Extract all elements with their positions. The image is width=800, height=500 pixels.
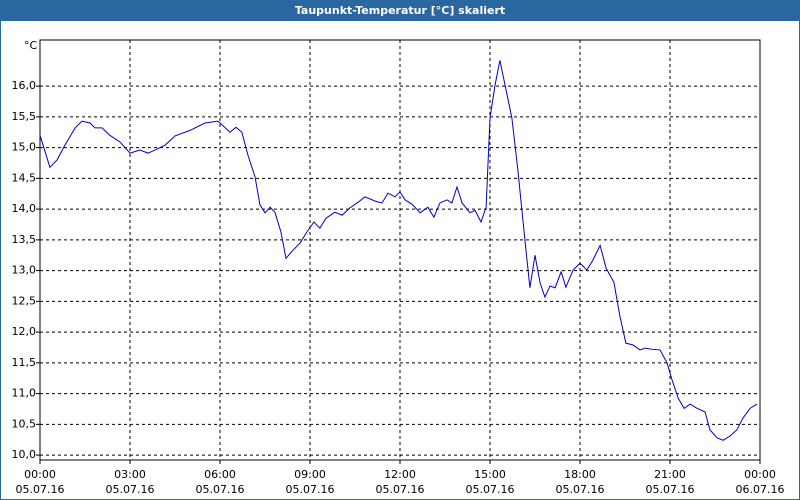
x-tick-label: 06:00 bbox=[204, 468, 236, 481]
x-tick-label: 15:00 bbox=[474, 468, 506, 481]
y-tick-label: 10,0 bbox=[12, 448, 37, 461]
data-line bbox=[39, 60, 758, 441]
x-tick-label: 09:00 bbox=[294, 468, 326, 481]
y-tick-label: 11,0 bbox=[12, 387, 37, 400]
x-tick-label: 00:00 bbox=[24, 468, 56, 481]
y-tick-label: 14,0 bbox=[12, 202, 37, 215]
x-tick-date: 05.07.16 bbox=[106, 483, 155, 496]
y-tick-label: 15,0 bbox=[12, 141, 37, 154]
title-bar bbox=[0, 0, 800, 21]
y-tick-label: 12,0 bbox=[12, 325, 37, 338]
x-tick-label: 03:00 bbox=[114, 468, 146, 481]
x-tick-date: 05.07.16 bbox=[196, 483, 245, 496]
x-tick-date: 06.07.16 bbox=[736, 483, 785, 496]
x-tick-label: 12:00 bbox=[384, 468, 416, 481]
y-tick-label: 14,5 bbox=[12, 171, 37, 184]
x-tick-label: 18:00 bbox=[564, 468, 596, 481]
y-tick-label: 11,5 bbox=[12, 356, 37, 369]
x-tick-date: 05.07.16 bbox=[556, 483, 605, 496]
y-tick-label: 13,5 bbox=[12, 233, 37, 246]
y-tick-label: 12,5 bbox=[12, 294, 37, 307]
x-tick-date: 05.07.16 bbox=[286, 483, 335, 496]
y-tick-label: 16,0 bbox=[12, 79, 37, 92]
y-tick-label: 13,0 bbox=[12, 264, 37, 277]
y-tick-label: 15,5 bbox=[12, 110, 37, 123]
x-tick-label: 21:00 bbox=[654, 468, 686, 481]
x-tick-date: 05.07.16 bbox=[646, 483, 695, 496]
x-tick-date: 05.07.16 bbox=[376, 483, 425, 496]
x-tick-date: 05.07.16 bbox=[16, 483, 65, 496]
x-tick-label: 00:00 bbox=[744, 468, 776, 481]
y-unit: °C bbox=[24, 39, 38, 52]
y-tick-label: 10,5 bbox=[12, 417, 37, 430]
chart-title: Taupunkt-Temperatur [°C] skaliert bbox=[295, 4, 505, 17]
x-tick-date: 05.07.16 bbox=[466, 483, 515, 496]
